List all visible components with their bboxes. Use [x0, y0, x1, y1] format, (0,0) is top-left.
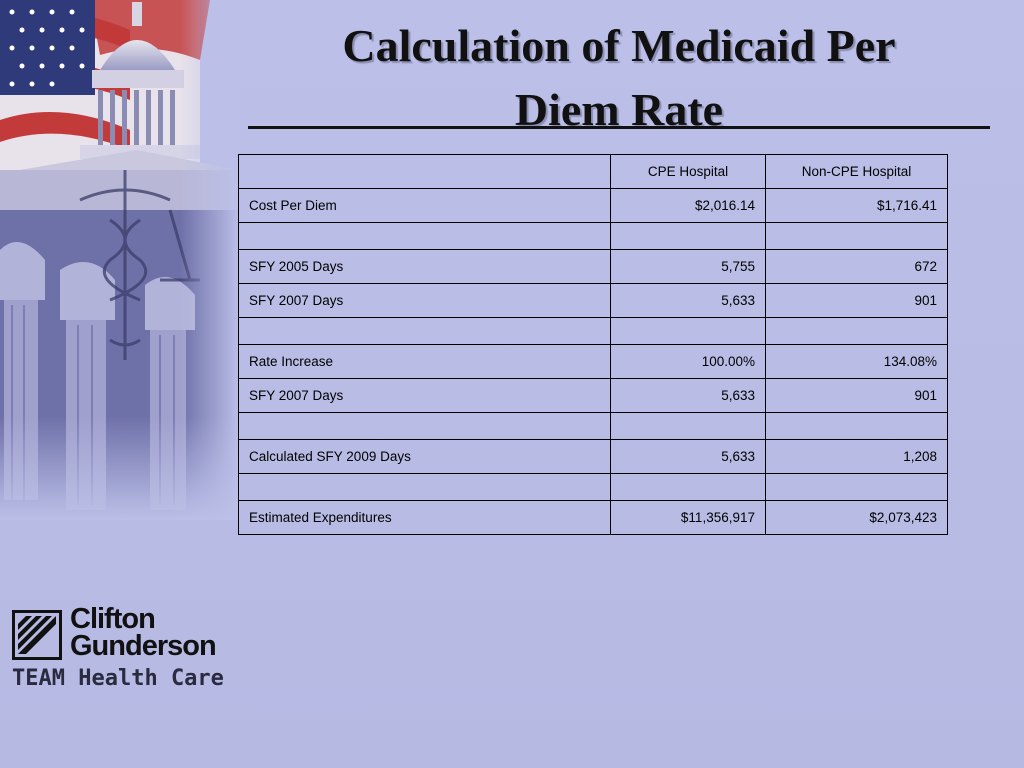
non-cpe-value [765, 222, 948, 250]
cpe-value [610, 412, 766, 440]
non-cpe-value [765, 317, 948, 345]
non-cpe-value: 134.08% [765, 344, 948, 379]
header-cell-label [238, 154, 611, 189]
table-row [238, 412, 948, 440]
non-cpe-value: $1,716.41 [765, 188, 948, 223]
cpe-value: $11,356,917 [610, 500, 766, 535]
logo-tagline: TEAM Health Care [12, 666, 224, 691]
non-cpe-value: $2,073,423 [765, 500, 948, 535]
table-row: SFY 2005 Days 5,755 672 [238, 249, 948, 284]
cpe-value: 100.00% [610, 344, 766, 379]
non-cpe-value: 672 [765, 249, 948, 284]
capitol-flag-caduceus-artwork [0, 0, 240, 520]
row-label: Cost Per Diem [238, 188, 611, 223]
cpe-value: 5,633 [610, 439, 766, 474]
non-cpe-value: 901 [765, 283, 948, 318]
table-row: Estimated Expenditures $11,356,917 $2,07… [238, 500, 948, 535]
cpe-value: 5,633 [610, 283, 766, 318]
table-row: Calculated SFY 2009 Days 5,633 1,208 [238, 439, 948, 474]
row-label: Calculated SFY 2009 Days [238, 439, 611, 474]
table-header-row: CPE Hospital Non-CPE Hospital [238, 154, 948, 189]
slide-title-line2: Diem Rate [514, 84, 724, 135]
row-label: SFY 2007 Days [238, 378, 611, 413]
cpe-value: 5,755 [610, 249, 766, 284]
logo-name: Clifton Gunderson [70, 603, 217, 662]
row-label: SFY 2007 Days [238, 283, 611, 318]
cpe-value [610, 222, 766, 250]
table-row [238, 473, 948, 501]
per-diem-table: CPE Hospital Non-CPE Hospital Cost Per D… [238, 154, 948, 535]
logo-name-line2: Gunderson [70, 630, 217, 662]
row-label: Rate Increase [238, 344, 611, 379]
clifton-gunderson-logo-mark-icon [12, 610, 62, 660]
row-label [238, 473, 611, 501]
logo-name-line1: Clifton [70, 603, 156, 635]
header-cell-cpe: CPE Hospital [610, 154, 766, 189]
non-cpe-value [765, 473, 948, 501]
table-row: Rate Increase 100.00% 134.08% [238, 344, 948, 379]
cpe-value: $2,016.14 [610, 188, 766, 223]
table-row: SFY 2007 Days 5,633 901 [238, 283, 948, 318]
table-row [238, 222, 948, 250]
slide-title: Calculation of Medicaid Per Diem Rate [248, 14, 990, 142]
row-label [238, 222, 611, 250]
row-label: Estimated Expenditures [238, 500, 611, 535]
non-cpe-value: 901 [765, 378, 948, 413]
row-label [238, 412, 611, 440]
table-row: SFY 2007 Days 5,633 901 [238, 378, 948, 413]
header-cell-non-cpe: Non-CPE Hospital [765, 154, 948, 189]
table-row: Cost Per Diem $2,016.14 $1,716.41 [238, 188, 948, 223]
non-cpe-value [765, 412, 948, 440]
row-label: SFY 2005 Days [238, 249, 611, 284]
non-cpe-value: 1,208 [765, 439, 948, 474]
row-label [238, 317, 611, 345]
cpe-value [610, 473, 766, 501]
table-row [238, 317, 948, 345]
title-underline [248, 126, 990, 129]
slide-title-line1: Calculation of Medicaid Per [342, 20, 896, 71]
cpe-value [610, 317, 766, 345]
cpe-value: 5,633 [610, 378, 766, 413]
